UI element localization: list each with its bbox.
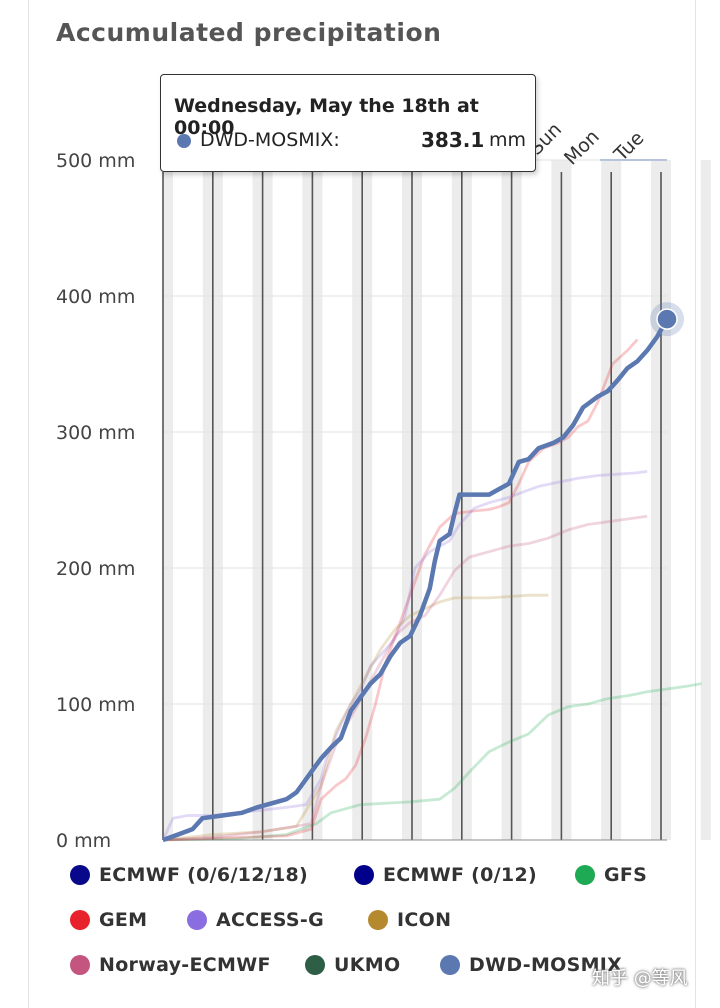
day-separators (162, 159, 667, 841)
night-band (551, 160, 562, 840)
legend-item-ecmwf-0-12[interactable]: ECMWF (0/12) (354, 864, 537, 886)
legend-dot-icon (440, 955, 460, 975)
night-band (312, 160, 323, 840)
night-band (461, 160, 472, 840)
legend-label: ECMWF (0/6/12/18) (99, 864, 308, 886)
legend-dot-icon (187, 910, 207, 930)
y-tick-label: 500 mm (56, 150, 135, 172)
hover-point (656, 308, 678, 330)
series-line-icon (162, 593, 549, 842)
y-tick-label: 100 mm (56, 694, 135, 716)
legend-item-gem[interactable]: GEM (70, 909, 147, 931)
night-band (252, 160, 263, 840)
night-band (163, 160, 173, 840)
night-band (501, 160, 512, 840)
day-bands (163, 160, 711, 840)
watermark: 知乎 @等风 (592, 968, 688, 989)
legend-item-norway-ecmwf[interactable]: Norway-ECMWF (70, 954, 271, 976)
y-tick-label: 400 mm (56, 286, 135, 308)
night-band (202, 160, 213, 840)
night-band (262, 160, 273, 840)
legend-item-gfs[interactable]: GFS (575, 864, 647, 886)
night-band (362, 160, 373, 840)
tooltip-series-dot (177, 134, 191, 148)
series-line-access-g (161, 470, 648, 841)
legend-dot-icon (70, 910, 90, 930)
y-tick-label: 300 mm (56, 422, 135, 444)
chart-title: Accumulated precipitation (56, 18, 442, 47)
night-band (611, 160, 622, 840)
night-band (661, 160, 671, 840)
night-band (700, 160, 711, 840)
night-band (651, 160, 661, 840)
series-line-norway-ecmwf (162, 514, 648, 842)
night-band (511, 160, 522, 840)
night-band (561, 160, 572, 840)
precipitation-chart: 0 mm 100 mm 200 mm 300 mm 400 mm 500 mm SunMo… (56, 118, 711, 852)
right-frame-line (695, 0, 696, 1008)
legend-item-icon[interactable]: ICON (368, 909, 451, 931)
legend-label: DWD-MOSMIX (469, 954, 623, 976)
legend: ECMWF (0/6/12/18) ECMWF (0/12) GFS GEM A… (70, 864, 710, 1004)
y-tick-label: 0 mm (56, 830, 111, 852)
legend-item-ukmo[interactable]: UKMO (305, 954, 400, 976)
tooltip-unit: mm (489, 129, 527, 151)
legend-label: ECMWF (0/12) (383, 864, 537, 886)
tooltip-series-name: DWD-MOSMIX: (200, 129, 340, 151)
night-band (412, 160, 422, 840)
legend-label: Norway-ECMWF (99, 954, 271, 976)
series-line-gfs (162, 682, 702, 842)
legend-label: ICON (397, 909, 452, 931)
series-lines (161, 318, 702, 843)
night-band (402, 160, 412, 840)
left-frame-line (28, 0, 29, 1008)
legend-label: ACCESS-G (216, 909, 324, 931)
legend-dot-icon (354, 865, 374, 885)
legend-dot-icon (368, 910, 388, 930)
night-band (601, 160, 612, 840)
legend-dot-icon (70, 865, 90, 885)
legend-label: GEM (99, 909, 148, 931)
legend-item-access-g[interactable]: ACCESS-G (187, 909, 324, 931)
tooltip-title: Wednesday, May the 18th at 00:00 (174, 95, 479, 139)
y-axis-tick-labels: 0 mm 100 mm 200 mm 300 mm 400 mm 500 mm (56, 150, 135, 852)
legend-label: UKMO (334, 954, 401, 976)
night-band (352, 160, 363, 840)
legend-dot-icon (575, 865, 595, 885)
tooltip-value: 383.1 (421, 128, 485, 152)
night-band (302, 160, 313, 840)
legend-label: GFS (604, 864, 648, 886)
legend-item-ecmwf-0-6-12-18[interactable]: ECMWF (0/6/12/18) (70, 864, 308, 886)
tooltip: Wednesday, May the 18th at 00:00 DWD-MOS… (160, 74, 536, 172)
legend-item-dwd-mosmix[interactable]: DWD-MOSMIX (440, 954, 622, 976)
hover-marker (650, 302, 684, 337)
legend-dot-icon (305, 955, 325, 975)
series-line-dwd-mosmix (162, 318, 669, 843)
legend-dot-icon (70, 955, 90, 975)
night-band (212, 160, 223, 840)
y-tick-label: 200 mm (56, 558, 135, 580)
